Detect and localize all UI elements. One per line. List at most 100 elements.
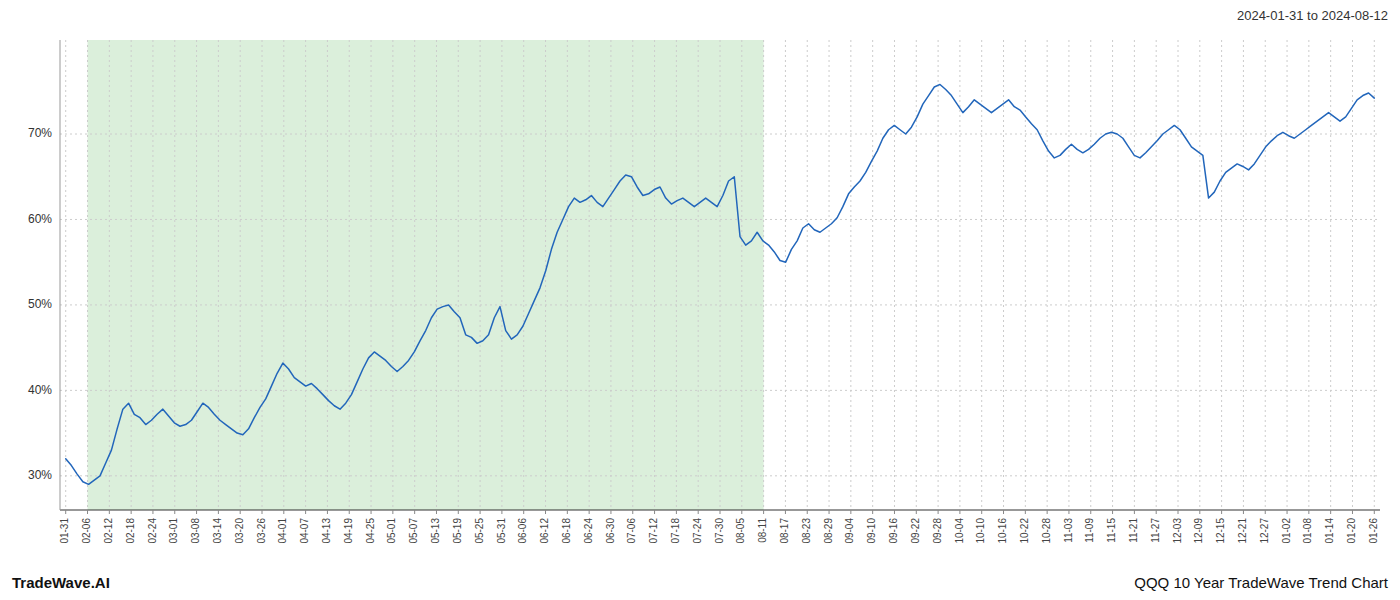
- x-tick-label: 09-10: [866, 518, 877, 544]
- trend-line: [66, 84, 1375, 484]
- x-tick: [349, 510, 350, 514]
- x-tick: [436, 510, 437, 514]
- x-tick: [371, 510, 372, 514]
- grid-line-x: [632, 40, 633, 510]
- x-tick-label: 06-12: [539, 518, 550, 544]
- grid-line-x: [174, 40, 175, 510]
- x-tick-label: 08-17: [779, 518, 790, 544]
- x-tick: [610, 510, 611, 514]
- x-tick: [109, 510, 110, 514]
- grid-line-x: [196, 40, 197, 510]
- grid-line-x: [589, 40, 590, 510]
- y-tick-label: 40%: [28, 383, 52, 397]
- grid-line-x: [1090, 40, 1091, 510]
- x-tick-label: 06-06: [517, 518, 528, 544]
- x-tick-label: 04-01: [277, 518, 288, 544]
- x-tick: [152, 510, 153, 514]
- grid-line-x: [458, 40, 459, 510]
- x-tick: [1199, 510, 1200, 514]
- x-tick: [1308, 510, 1309, 514]
- subtitle: 2024-01-31 to 2024-08-12: [1237, 8, 1388, 23]
- x-tick-label: 12-27: [1259, 518, 1270, 544]
- grid-line-x: [1265, 40, 1266, 510]
- grid-line-x: [414, 40, 415, 510]
- x-tick-label: 05-13: [430, 518, 441, 544]
- grid-line-x: [262, 40, 263, 510]
- x-tick: [65, 510, 66, 514]
- x-tick: [632, 510, 633, 514]
- x-tick-label: 03-26: [256, 518, 267, 544]
- y-tick-label: 70%: [28, 126, 52, 140]
- x-tick: [1025, 510, 1026, 514]
- grid-line-x: [981, 40, 982, 510]
- x-tick: [283, 510, 284, 514]
- grid-line-x: [65, 40, 66, 510]
- grid-line-x: [283, 40, 284, 510]
- x-tick-label: 10-16: [997, 518, 1008, 544]
- x-tick: [829, 510, 830, 514]
- x-tick-label: 05-01: [386, 518, 397, 544]
- chart: 30%40%50%60%70%01-3102-0602-1202-1802-24…: [0, 0, 1400, 600]
- x-tick: [785, 510, 786, 514]
- x-tick: [872, 510, 873, 514]
- plot-area: [66, 84, 1375, 484]
- x-tick-label: 10-10: [975, 518, 986, 544]
- x-tick: [589, 510, 590, 514]
- grid-line-x: [916, 40, 917, 510]
- x-tick: [174, 510, 175, 514]
- x-tick-label: 08-05: [735, 518, 746, 544]
- x-tick: [1047, 510, 1048, 514]
- x-tick-label: 09-28: [932, 518, 943, 544]
- y-tick-label: 60%: [28, 212, 52, 226]
- x-tick-label: 03-08: [190, 518, 201, 544]
- x-tick-label: 04-25: [365, 518, 376, 544]
- grid-line-x: [1221, 40, 1222, 510]
- grid-line-x: [959, 40, 960, 510]
- x-tick: [1003, 510, 1004, 514]
- x-tick-label: 12-15: [1215, 518, 1226, 544]
- x-tick: [196, 510, 197, 514]
- x-tick-label: 10-04: [954, 518, 965, 544]
- x-tick: [131, 510, 132, 514]
- x-tick: [894, 510, 895, 514]
- x-tick: [981, 510, 982, 514]
- x-tick: [458, 510, 459, 514]
- grid-line-x: [87, 40, 88, 510]
- shaded-region: [88, 40, 764, 510]
- x-tick: [1265, 510, 1266, 514]
- x-tick: [327, 510, 328, 514]
- grid-line-x: [1025, 40, 1026, 510]
- grid-line-x: [720, 40, 721, 510]
- grid-line-x: [872, 40, 873, 510]
- x-tick-label: 09-04: [844, 518, 855, 544]
- grid-line-x: [1178, 40, 1179, 510]
- grid-line-x: [1068, 40, 1069, 510]
- grid-line-x: [654, 40, 655, 510]
- x-tick-label: 01-31: [59, 518, 70, 544]
- title: QQQ 10 Year TradeWave Trend Chart: [1134, 574, 1389, 591]
- x-tick-label: 08-29: [823, 518, 834, 544]
- x-tick-label: 01-02: [1281, 518, 1292, 544]
- x-tick-label: 03-01: [168, 518, 179, 544]
- grid-line-x: [829, 40, 830, 510]
- grid-line-x: [240, 40, 241, 510]
- x-tick-label: 05-19: [452, 518, 463, 544]
- x-tick: [959, 510, 960, 514]
- x-tick-label: 06-30: [605, 518, 616, 544]
- x-tick-label: 11-03: [1063, 518, 1074, 543]
- x-tick: [501, 510, 502, 514]
- grid-line-x: [1134, 40, 1135, 510]
- x-tick-label: 07-18: [670, 518, 681, 544]
- grid-line-x: [741, 40, 742, 510]
- x-tick: [1156, 510, 1157, 514]
- x-tick: [567, 510, 568, 514]
- grid-line-x: [501, 40, 502, 510]
- x-tick-label: 05-25: [474, 518, 485, 544]
- grid-line-x: [1352, 40, 1353, 510]
- x-tick-label: 01-14: [1324, 518, 1335, 544]
- grid-line-x: [1199, 40, 1200, 510]
- x-tick-label: 04-13: [321, 518, 332, 544]
- x-tick: [654, 510, 655, 514]
- grid-line-x: [545, 40, 546, 510]
- x-tick-label: 07-24: [692, 518, 703, 544]
